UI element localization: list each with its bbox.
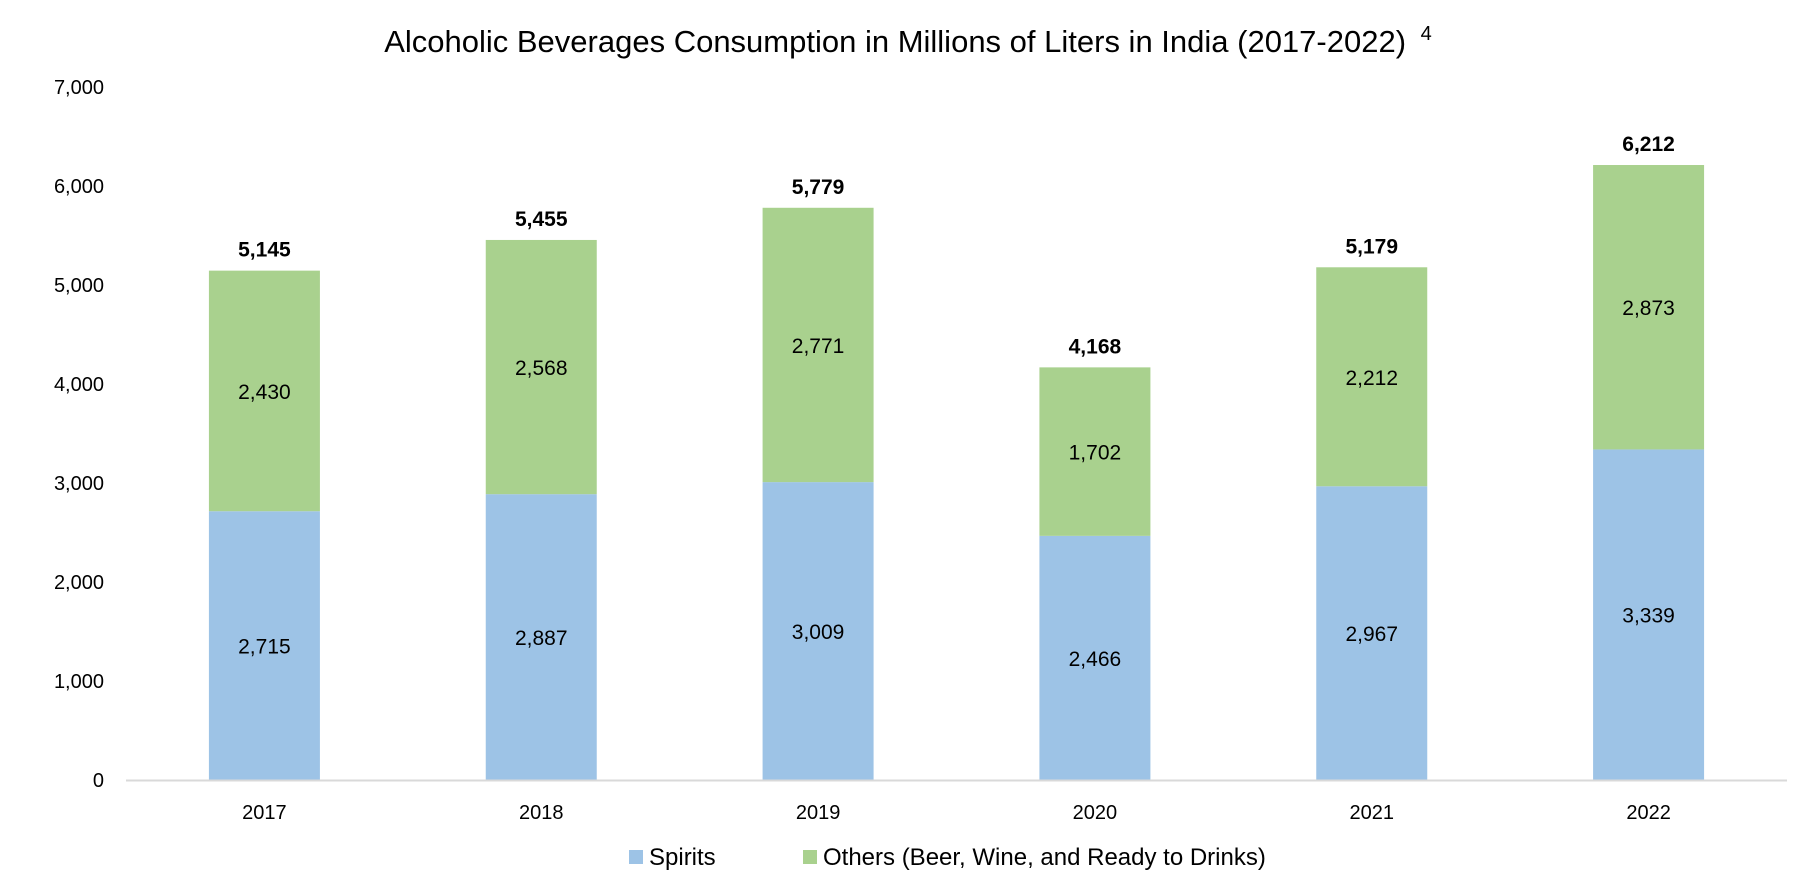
- data-label-others: 2,873: [1622, 297, 1675, 320]
- bar-group-2017: 2,715 2,430 5,145: [208, 239, 320, 780]
- total-label: 5,779: [792, 176, 845, 199]
- legend-label-others: Others (Beer, Wine, and Ready to Drinks): [823, 844, 1266, 871]
- x-tick-label: 2021: [1350, 802, 1395, 824]
- chart-title: Alcoholic Beverages Consumption in Milli…: [384, 23, 1432, 59]
- data-label-spirits: 2,715: [238, 636, 291, 659]
- legend-item-spirits: Spirits: [629, 844, 716, 871]
- x-tick-label: 2020: [1073, 802, 1118, 824]
- bar-group-2020: 2,466 1,702 4,168: [1039, 335, 1151, 780]
- bar-spirits-2019: [762, 482, 874, 780]
- total-label: 6,212: [1622, 133, 1675, 156]
- bar-spirits-2022: [1593, 449, 1705, 780]
- bar-spirits-2021: [1316, 486, 1428, 780]
- data-label-others: 1,702: [1069, 442, 1122, 465]
- bar-spirits-2020: [1039, 535, 1151, 780]
- bar-group-2018: 2,887 2,568 5,455: [485, 208, 597, 780]
- bar-others-2017: [208, 270, 320, 512]
- legend-swatch-others: [803, 850, 817, 864]
- legend: Spirits Others (Beer, Wine, and Ready to …: [629, 844, 1266, 871]
- bar-others-2019: [762, 207, 874, 483]
- y-tick-label: 2,000: [54, 572, 104, 594]
- y-tick-label: 7,000: [54, 77, 104, 99]
- bar-spirits-2017: [208, 511, 320, 780]
- legend-swatch-spirits: [629, 850, 643, 864]
- x-axis: 2017 2018 2019 2020 2021 2022: [126, 779, 1787, 824]
- total-label: 5,179: [1345, 235, 1398, 258]
- bar-others-2021: [1316, 267, 1428, 487]
- bar-group-2022: 3,339 2,873 6,212: [1593, 133, 1705, 780]
- y-tick-label: 4,000: [54, 374, 104, 396]
- data-label-spirits: 2,967: [1345, 623, 1398, 646]
- bars: 2,715 2,430 5,145 2,887 2,568 5,455 3,009 2,771…: [208, 133, 1705, 780]
- y-tick-label: 0: [93, 770, 104, 792]
- data-label-others: 2,212: [1345, 367, 1398, 390]
- y-tick-label: 6,000: [54, 176, 104, 198]
- data-label-others: 2,771: [792, 335, 845, 358]
- y-tick-label: 5,000: [54, 275, 104, 297]
- bar-others-2020: [1039, 367, 1151, 536]
- bar-group-2021: 2,967 2,212 5,179: [1316, 235, 1428, 780]
- bar-others-2018: [485, 239, 597, 495]
- data-label-spirits: 3,009: [792, 621, 845, 644]
- bar-group-2019: 3,009 2,771 5,779: [762, 176, 874, 780]
- total-label: 5,145: [238, 239, 291, 262]
- x-tick-label: 2018: [519, 802, 564, 824]
- legend-label-spirits: Spirits: [649, 844, 716, 871]
- x-tick-label: 2017: [242, 802, 287, 824]
- data-label-others: 2,430: [238, 381, 291, 404]
- chart-title-superscript: 4: [1421, 23, 1432, 45]
- bar-others-2022: [1593, 165, 1705, 450]
- chart-title-text: Alcoholic Beverages Consumption in Milli…: [384, 24, 1406, 59]
- y-tick-label: 3,000: [54, 473, 104, 495]
- data-label-others: 2,568: [515, 357, 568, 380]
- bar-spirits-2018: [485, 494, 597, 780]
- total-label: 5,455: [515, 208, 568, 231]
- legend-item-others: Others (Beer, Wine, and Ready to Drinks): [803, 844, 1266, 871]
- x-tick-label: 2019: [796, 802, 841, 824]
- x-tick-label: 2022: [1626, 802, 1671, 824]
- y-tick-label: 1,000: [54, 671, 104, 693]
- data-label-spirits: 2,887: [515, 627, 568, 650]
- data-label-spirits: 2,466: [1069, 648, 1122, 671]
- data-label-spirits: 3,339: [1622, 605, 1675, 628]
- y-axis: 0 1,000 2,000 3,000 4,000 5,000 6,000 7,000: [54, 77, 104, 792]
- total-label: 4,168: [1069, 335, 1122, 358]
